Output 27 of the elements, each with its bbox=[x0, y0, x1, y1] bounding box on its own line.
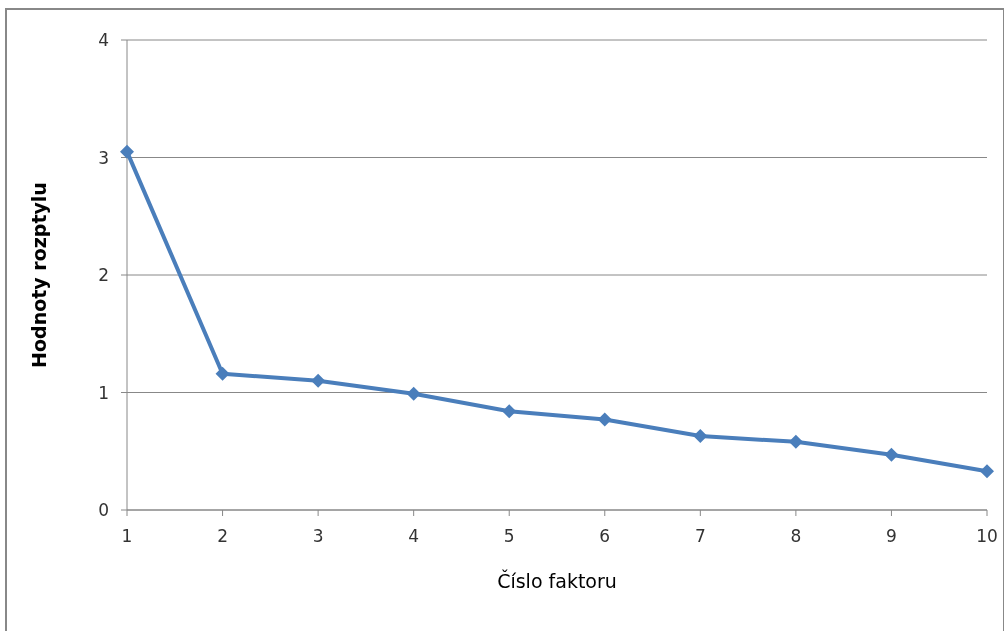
point bbox=[215, 366, 230, 381]
x-tick-label: 5 bbox=[503, 526, 515, 547]
x-tick-label: 4 bbox=[408, 526, 420, 547]
x-tick-label: 2 bbox=[217, 526, 228, 547]
x-axis-title: Číslo faktoru bbox=[497, 569, 617, 592]
point bbox=[597, 412, 612, 427]
y-tick-label: 3 bbox=[98, 147, 109, 168]
y-tick-label: 2 bbox=[98, 265, 109, 286]
x-tick-label: 6 bbox=[599, 526, 611, 547]
y-tick-label: 0 bbox=[98, 500, 109, 521]
point bbox=[884, 447, 899, 462]
y-axis-title: Hodnoty rozptylu bbox=[27, 182, 50, 368]
x-tick-label: 3 bbox=[312, 526, 324, 547]
point bbox=[502, 404, 517, 419]
y-tick-label: 1 bbox=[98, 382, 109, 403]
point bbox=[406, 386, 421, 401]
point bbox=[693, 428, 708, 443]
x-tick-label: 7 bbox=[694, 526, 706, 547]
x-tick-label: 8 bbox=[790, 526, 802, 547]
x-tick-label: 10 bbox=[976, 526, 998, 547]
x-tick-label: 9 bbox=[886, 526, 897, 547]
point bbox=[120, 144, 134, 159]
y-tick-label: 4 bbox=[98, 30, 109, 51]
point bbox=[788, 434, 803, 449]
point bbox=[311, 373, 326, 388]
point bbox=[980, 464, 994, 479]
x-tick-label: 1 bbox=[121, 526, 133, 547]
